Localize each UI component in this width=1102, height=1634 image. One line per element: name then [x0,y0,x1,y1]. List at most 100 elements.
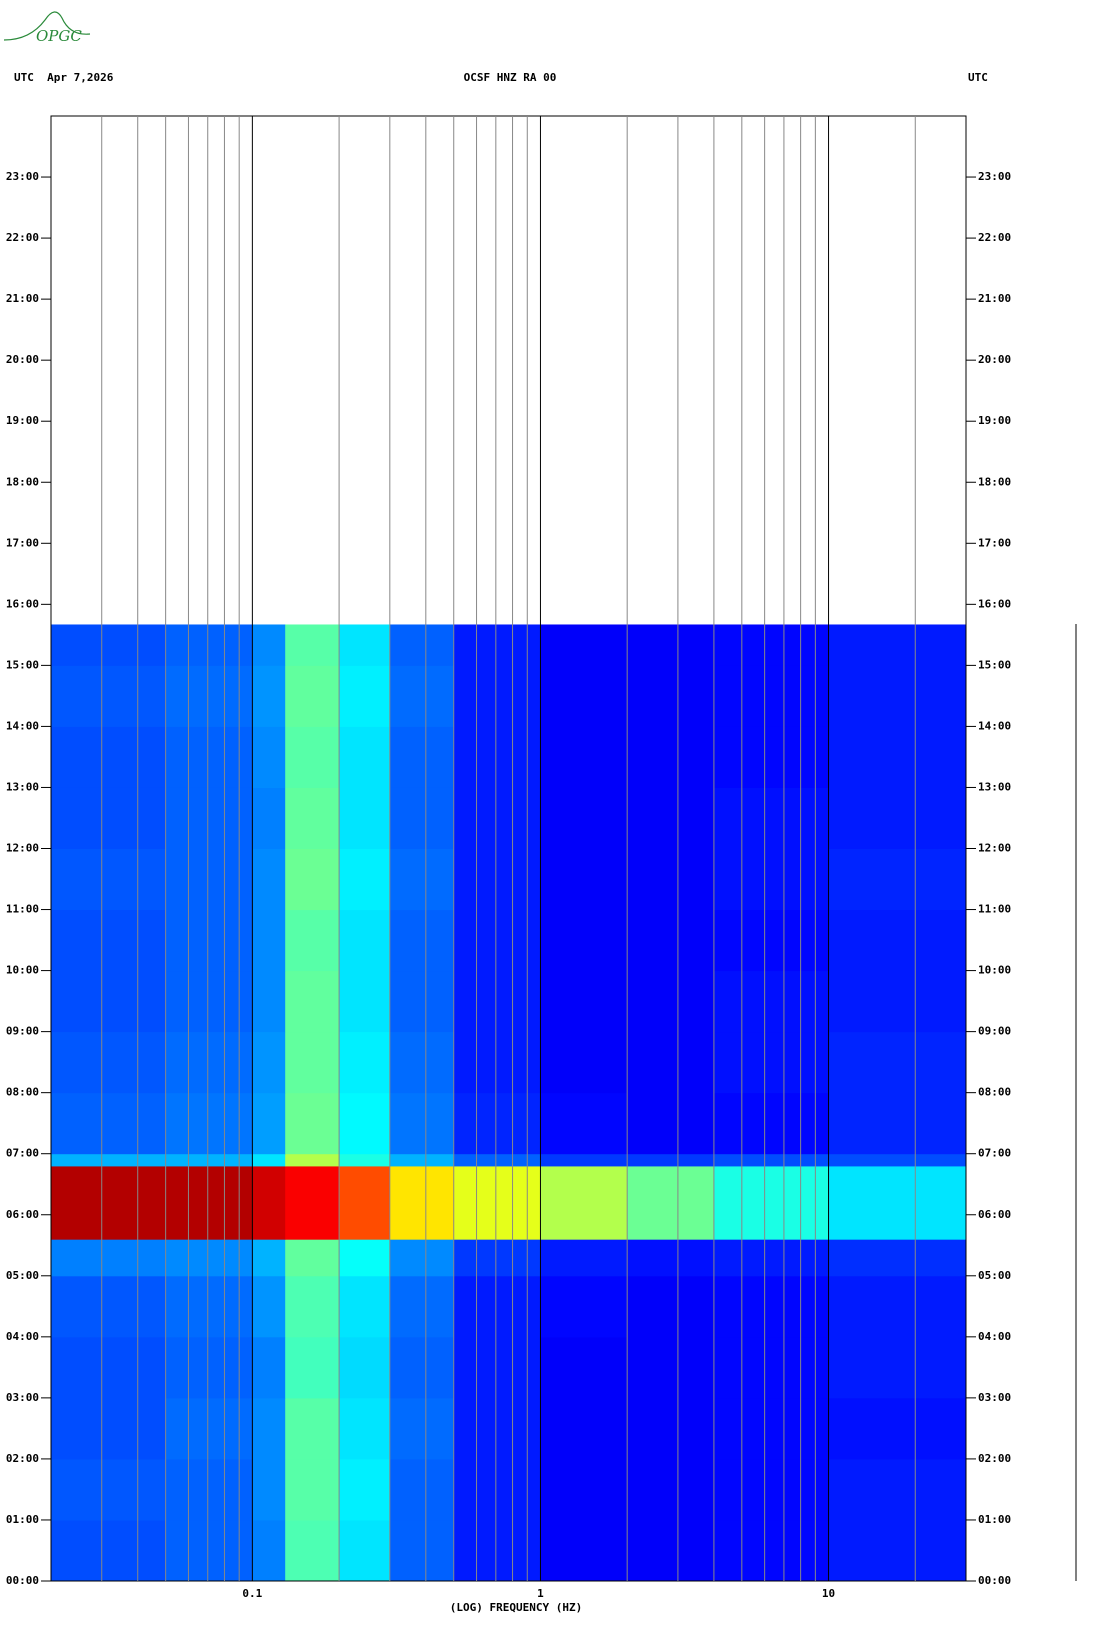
y-tick-label: 21:00 [978,292,1011,305]
spectrogram-cell [627,1165,715,1240]
spectrogram-cell [339,1165,391,1240]
spectrogram-cell [453,624,541,666]
y-tick-label: 16:00 [6,597,39,610]
spectrogram-cell [453,1275,541,1338]
spectrogram-cell [713,970,830,1033]
spectrogram-cell [828,1153,967,1167]
y-tick-label: 23:00 [6,170,39,183]
x-tick-label: 1 [537,1587,544,1600]
spectrogram-cell [389,624,455,666]
spectrogram-cell [339,1458,391,1521]
spectrogram-cell [540,787,628,849]
spectrogram-cell [51,1092,167,1155]
spectrogram-cell [51,787,167,849]
spectrogram-cell [453,909,541,972]
y-tick-label: 08:00 [978,1086,1011,1099]
spectrogram-cell [51,1397,167,1460]
spectrogram-cell [389,1397,455,1460]
spectrogram-cell [285,848,340,911]
y-tick-label: 15:00 [6,658,39,671]
spectrogram-cell [252,1458,286,1521]
spectrogram-cell [453,726,541,788]
spectrogram-cell [713,848,830,911]
spectrogram-cell [627,1092,715,1155]
spectrogram-cell [713,909,830,972]
spectrogram-cell [453,1519,541,1582]
y-tick-label: 01:00 [6,1513,39,1526]
y-tick-label: 06:00 [6,1208,39,1221]
spectrogram-cell [713,787,830,849]
y-tick-label: 15:00 [978,658,1011,671]
spectrogram-cell [540,665,628,727]
spectrogram-cell [339,1092,391,1155]
y-tick-label: 20:00 [978,353,1011,366]
spectrogram-cell [165,624,253,666]
spectrogram-cell [713,726,830,788]
y-tick-label: 16:00 [978,597,1011,610]
spectrogram-cell [389,1165,455,1240]
x-axis-label: (LOG) FREQUENCY (HZ) [450,1601,582,1614]
spectrogram-cell [453,1397,541,1460]
spectrogram-cell [165,1458,253,1521]
y-tick-label: 22:00 [6,231,39,244]
spectrogram-cell [51,726,167,788]
spectrogram-cell [389,909,455,972]
spectrogram-cell [453,1031,541,1094]
spectrogram-cell [252,1031,286,1094]
y-tick-label: 07:00 [978,1147,1011,1160]
spectrogram-cell [828,787,967,849]
y-tick-label: 12:00 [978,842,1011,855]
x-tick-label: 10 [822,1587,835,1600]
spectrogram-cell [51,1458,167,1521]
spectrogram-cell [165,1275,253,1338]
y-tick-label: 17:00 [978,536,1011,549]
spectrogram-cell [828,1239,967,1277]
spectrogram-cell [540,1031,628,1094]
y-tick-label: 04:00 [978,1330,1011,1343]
spectrogram-cell [713,1458,830,1521]
spectrogram-cell [627,1275,715,1338]
spectrogram-cell [252,1092,286,1155]
spectrogram-cell [51,1153,167,1167]
y-tick-label: 09:00 [6,1025,39,1038]
spectrogram-cell [389,970,455,1033]
spectrogram-cell [165,787,253,849]
spectrogram-cell [540,1336,628,1399]
spectrogram-cell [453,970,541,1033]
spectrogram-cell [540,1092,628,1155]
y-tick-label: 13:00 [978,780,1011,793]
spectrogram-cell [165,848,253,911]
spectrogram-cell [165,726,253,788]
spectrogram-cell [828,848,967,911]
spectrogram-cell [453,1458,541,1521]
spectrogram-cell [627,848,715,911]
y-tick-label: 01:00 [978,1513,1011,1526]
spectrogram-cell [252,1275,286,1338]
y-tick-label: 18:00 [978,475,1011,488]
spectrogram-cell [828,1519,967,1582]
spectrogram-cell [389,1458,455,1521]
spectrogram-cell [713,1275,830,1338]
spectrogram-cell [389,848,455,911]
spectrogram-cell [828,1336,967,1399]
spectrogram-cell [540,1165,628,1240]
spectrogram-cell [51,1275,167,1338]
spectrogram-cell [627,1153,715,1167]
spectrogram-cell [339,1336,391,1399]
spectrogram-cell [713,1031,830,1094]
logo: OPGC [36,27,82,45]
y-tick-label: 10:00 [6,964,39,977]
spectrogram-cell [627,1397,715,1460]
spectrogram-cell [339,1519,391,1582]
spectrogram-cell [389,1031,455,1094]
header-center: OCSF HNZ RA 00 [464,71,557,84]
spectrogram-cell [627,1519,715,1582]
spectrogram-cell [627,787,715,849]
spectrogram-cell [252,1397,286,1460]
y-tick-label: 14:00 [6,719,39,732]
spectrogram-cell [165,665,253,727]
spectrogram-cell [713,1165,830,1240]
spectrogram-cell [540,970,628,1033]
y-tick-label: 05:00 [6,1269,39,1282]
spectrogram-cell [453,1092,541,1155]
